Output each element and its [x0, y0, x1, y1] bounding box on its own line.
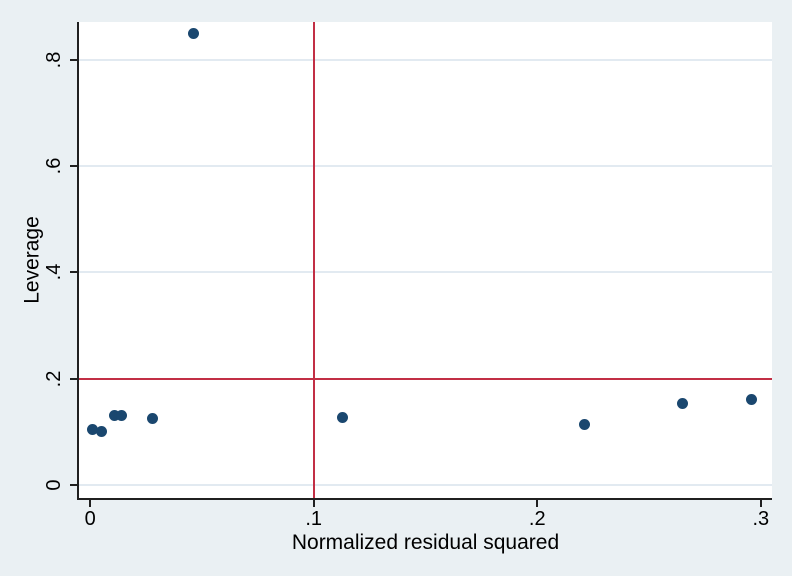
- plot-area: [79, 22, 772, 498]
- x-tick-label: .1: [305, 508, 323, 530]
- data-point: [578, 419, 590, 431]
- x-tick: [89, 500, 92, 507]
- y-tick-label: .6: [43, 157, 65, 175]
- y-tick: [70, 483, 77, 486]
- x-tick-label: .3: [752, 508, 770, 530]
- y-gridline: [79, 271, 772, 274]
- data-point: [86, 423, 98, 435]
- x-tick: [759, 500, 762, 507]
- y-tick-label: .2: [43, 370, 65, 387]
- data-point: [147, 412, 159, 424]
- y-gridline: [79, 165, 772, 168]
- data-point: [187, 27, 199, 39]
- data-point: [337, 412, 349, 424]
- data-point: [677, 398, 689, 410]
- y-tick-label: 0: [43, 479, 65, 491]
- x-tick-label: 0: [84, 508, 96, 530]
- y-gridline: [79, 59, 772, 62]
- x-tick: [536, 500, 539, 507]
- y-tick: [70, 271, 77, 274]
- residual-cutoff-line: [312, 22, 315, 498]
- y-axis-title: Leverage: [20, 216, 44, 304]
- x-axis-title: Normalized residual squared: [291, 531, 560, 554]
- y-axis-line: [77, 22, 79, 500]
- y-tick-label: .8: [43, 51, 65, 69]
- leverage-cutoff-line: [79, 377, 772, 380]
- y-gridline: [79, 483, 772, 486]
- x-axis-line: [77, 498, 772, 500]
- data-point: [746, 394, 758, 406]
- data-point: [109, 410, 121, 422]
- x-tick: [312, 500, 315, 507]
- data-point: [115, 409, 127, 421]
- x-tick-label: .2: [528, 508, 546, 530]
- data-point: [95, 426, 107, 438]
- y-tick: [70, 165, 77, 168]
- y-tick-label: .4: [43, 264, 65, 281]
- y-tick: [70, 59, 77, 62]
- y-tick: [70, 377, 77, 380]
